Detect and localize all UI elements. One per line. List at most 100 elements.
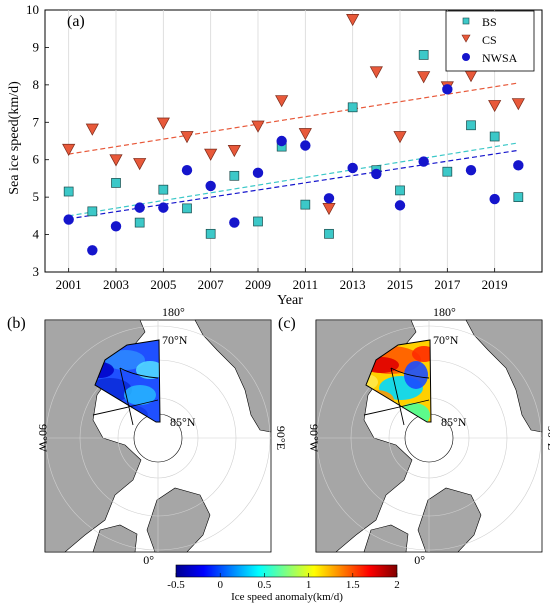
y-tick-label: 10 bbox=[26, 2, 39, 17]
x-axis-ticks: 2001 2003 2005 2007 2009 2011 2013 2015 2017 2019 bbox=[56, 268, 508, 292]
legend-marker-bs bbox=[462, 17, 470, 25]
point-nwsa bbox=[465, 164, 477, 176]
point-bs bbox=[324, 228, 334, 239]
x-tick-label: 2001 bbox=[56, 277, 82, 292]
point-bs bbox=[205, 228, 216, 239]
label-0: 0° bbox=[414, 553, 425, 567]
y-axis-ticks: 3 4 5 6 7 8 9 10 bbox=[26, 2, 49, 279]
sub-region-boundary bbox=[390, 367, 405, 426]
point-nwsa bbox=[229, 217, 240, 228]
anomaly-cell bbox=[404, 361, 428, 389]
label-70n: 70°N bbox=[162, 333, 188, 347]
label-70n: 70°N bbox=[433, 333, 459, 347]
point-nwsa bbox=[371, 168, 382, 180]
colorbar-ticks: -0.5 0 0.5 1 1.5 2 bbox=[167, 573, 400, 591]
y-tick-label: 5 bbox=[33, 189, 40, 204]
anomaly-cell bbox=[366, 374, 378, 390]
point-bs bbox=[418, 50, 429, 60]
x-tick-label: 2009 bbox=[245, 277, 271, 292]
label-180: 180° bbox=[433, 305, 456, 319]
point-bs bbox=[489, 131, 500, 142]
point-nwsa bbox=[63, 214, 74, 225]
label-85n: 85°N bbox=[441, 415, 467, 429]
y-tick-label: 3 bbox=[33, 264, 40, 279]
x-tick-label: 2007 bbox=[198, 277, 225, 292]
point-nwsa bbox=[418, 156, 429, 167]
label-90e: 90°E bbox=[274, 426, 288, 450]
x-tick-label: 2017 bbox=[434, 277, 461, 292]
point-cs bbox=[85, 123, 99, 136]
sub-region-boundary bbox=[390, 367, 430, 379]
land-eurasia bbox=[194, 319, 272, 433]
legend-marker-cs bbox=[461, 34, 471, 43]
sub-region-boundary bbox=[119, 367, 134, 426]
anomaly-field bbox=[366, 340, 431, 422]
point-bs bbox=[442, 166, 453, 177]
point-nwsa bbox=[252, 167, 264, 179]
point-cs bbox=[156, 117, 170, 130]
x-tick-label: 2019 bbox=[482, 277, 508, 292]
point-cs bbox=[204, 148, 218, 161]
x-tick-label: 2013 bbox=[340, 277, 366, 292]
y-tick-label: 8 bbox=[33, 77, 40, 92]
point-nwsa bbox=[300, 140, 311, 151]
legend-label-cs: CS bbox=[482, 33, 497, 47]
point-bs bbox=[253, 216, 263, 227]
point-nwsa bbox=[394, 200, 406, 211]
point-nwsa bbox=[134, 202, 145, 213]
point-bs bbox=[182, 203, 192, 214]
point-bs bbox=[63, 186, 74, 197]
point-bs bbox=[300, 199, 311, 210]
point-cs bbox=[275, 95, 289, 108]
point-nwsa bbox=[513, 160, 524, 171]
point-nwsa bbox=[181, 164, 193, 176]
point-cs bbox=[346, 14, 360, 27]
legend-label-nwsa: NWSA bbox=[482, 51, 518, 65]
point-cs bbox=[109, 154, 123, 167]
point-nwsa bbox=[205, 180, 216, 192]
x-tick-label: 2011 bbox=[293, 277, 319, 292]
land-greenland bbox=[417, 487, 482, 553]
colorbar-tick-label: -0.5 bbox=[167, 579, 185, 591]
colorbar-tick-label: 0 bbox=[217, 579, 223, 591]
point-cs bbox=[417, 71, 431, 84]
land-greenland bbox=[146, 487, 211, 553]
point-nwsa bbox=[110, 221, 122, 232]
point-bs bbox=[347, 102, 358, 113]
label-0: 0° bbox=[143, 553, 154, 567]
point-cs bbox=[393, 131, 407, 144]
panel-label-b: (b) bbox=[7, 315, 26, 332]
point-cs bbox=[227, 145, 241, 158]
colorbar-label: Ice speed anomaly(km/d) bbox=[231, 591, 343, 603]
point-cs bbox=[511, 98, 525, 111]
point-cs bbox=[488, 100, 502, 113]
sub-region-boundary bbox=[92, 399, 159, 416]
sub-region-boundary bbox=[119, 367, 159, 379]
panel-a-label: (a) bbox=[67, 13, 85, 30]
sub-region-boundary bbox=[363, 399, 430, 416]
map-panel-b: (b) 180° 70°N 85°N 0° 90°W 90°E bbox=[7, 305, 288, 567]
colorbar-gradient bbox=[175, 564, 398, 578]
colorbar-tick-label: 1.5 bbox=[346, 579, 360, 591]
map-panel-c: (c) 180° 70°N 85°N 0° 90°W 90°E bbox=[278, 305, 550, 567]
y-tick-label: 6 bbox=[33, 152, 40, 167]
point-bs bbox=[466, 120, 476, 131]
x-tick-label: 2005 bbox=[150, 277, 176, 292]
label-90e: 90°E bbox=[545, 426, 550, 450]
point-bs bbox=[134, 217, 145, 228]
panel-label-c: (c) bbox=[278, 315, 296, 332]
legend: BS CS NWSA bbox=[445, 10, 535, 72]
colorbar-tick-label: 0.5 bbox=[258, 579, 272, 591]
x-tick-label: 2003 bbox=[103, 277, 129, 292]
trend-line-bs bbox=[68, 142, 519, 217]
point-nwsa bbox=[323, 193, 335, 204]
x-tick-label: 2015 bbox=[387, 277, 413, 292]
y-tick-label: 7 bbox=[33, 114, 40, 129]
point-nwsa bbox=[276, 135, 287, 147]
anomaly-cell bbox=[136, 361, 160, 379]
label-85n: 85°N bbox=[170, 415, 196, 429]
point-bs bbox=[229, 170, 240, 181]
legend-label-bs: BS bbox=[482, 15, 497, 29]
point-bs bbox=[395, 185, 405, 196]
trend-line-cs bbox=[68, 82, 519, 155]
